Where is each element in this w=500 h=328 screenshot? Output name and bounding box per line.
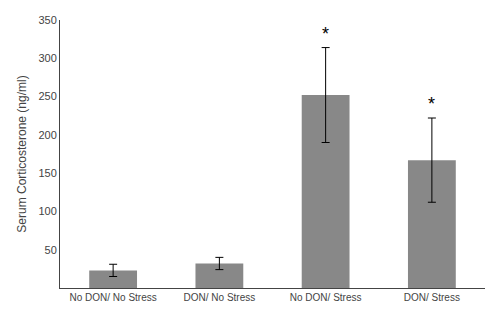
svg-text:DON/ No Stress: DON/ No Stress	[184, 292, 256, 303]
svg-text:*: *	[322, 24, 329, 44]
svg-text:150: 150	[38, 167, 56, 179]
svg-text:DON/ Stress: DON/ Stress	[404, 292, 460, 303]
svg-text:200: 200	[38, 129, 56, 141]
svg-text:350: 350	[38, 14, 56, 26]
svg-text:*: *	[428, 94, 435, 114]
svg-text:No DON/ Stress: No DON/ Stress	[290, 292, 362, 303]
svg-text:Serum Corticosterone (ng/ml): Serum Corticosterone (ng/ml)	[15, 75, 29, 232]
svg-text:300: 300	[38, 52, 56, 64]
svg-text:50: 50	[45, 244, 57, 256]
svg-text:No DON/ No Stress: No DON/ No Stress	[70, 292, 157, 303]
svg-text:100: 100	[38, 205, 56, 217]
svg-text:250: 250	[38, 90, 56, 102]
